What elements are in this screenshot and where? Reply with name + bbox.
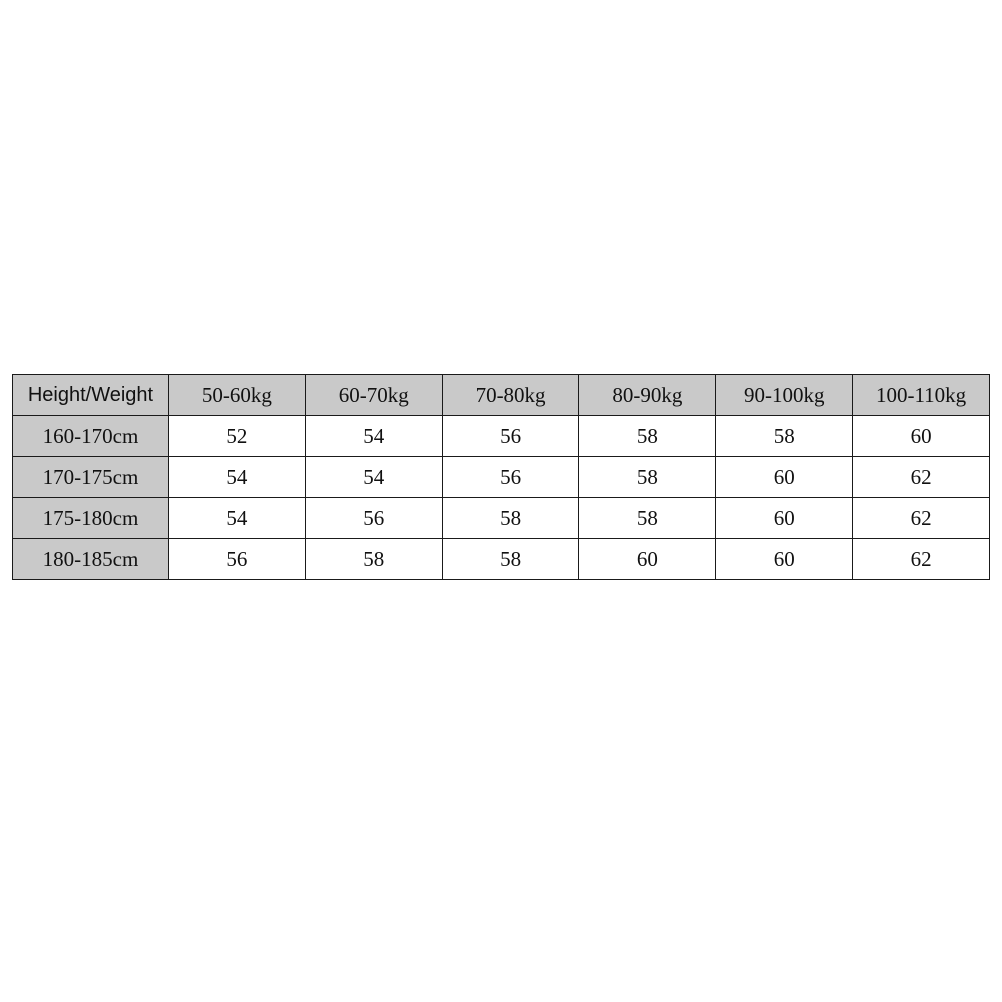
table-cell: 58 bbox=[441, 497, 580, 539]
column-header: 100-110kg bbox=[852, 374, 990, 416]
column-header: 70-80kg bbox=[441, 374, 580, 416]
table-cell: 56 bbox=[304, 497, 443, 539]
column-header: 80-90kg bbox=[578, 374, 717, 416]
table-row: 175-180cm 54 56 58 58 60 62 bbox=[12, 497, 990, 539]
table-cell: 54 bbox=[168, 497, 306, 539]
table-cell: 62 bbox=[852, 538, 990, 580]
row-header: 170-175cm bbox=[12, 456, 169, 498]
corner-header: Height/Weight bbox=[12, 374, 169, 416]
table-cell: 56 bbox=[441, 456, 580, 498]
row-header: 160-170cm bbox=[12, 415, 169, 457]
table-cell: 62 bbox=[852, 497, 990, 539]
column-header: 50-60kg bbox=[168, 374, 306, 416]
table-row: 180-185cm 56 58 58 60 60 62 bbox=[12, 538, 990, 580]
table-cell: 60 bbox=[852, 415, 990, 457]
table-cell: 52 bbox=[168, 415, 306, 457]
table-cell: 54 bbox=[304, 415, 443, 457]
header-row: Height/Weight 50-60kg 60-70kg 70-80kg 80… bbox=[12, 374, 990, 416]
table-row: 160-170cm 52 54 56 58 58 60 bbox=[12, 415, 990, 457]
table-cell: 58 bbox=[578, 415, 717, 457]
table-cell: 62 bbox=[852, 456, 990, 498]
row-header: 175-180cm bbox=[12, 497, 169, 539]
row-header: 180-185cm bbox=[12, 538, 169, 580]
table-cell: 56 bbox=[441, 415, 580, 457]
table-cell: 60 bbox=[715, 538, 854, 580]
table-cell: 56 bbox=[168, 538, 306, 580]
column-header: 90-100kg bbox=[715, 374, 854, 416]
table-cell: 58 bbox=[304, 538, 443, 580]
table-cell: 58 bbox=[715, 415, 854, 457]
table-cell: 54 bbox=[304, 456, 443, 498]
size-chart-table: Height/Weight 50-60kg 60-70kg 70-80kg 80… bbox=[12, 374, 990, 580]
table-cell: 58 bbox=[441, 538, 580, 580]
table-cell: 60 bbox=[578, 538, 717, 580]
table-cell: 58 bbox=[578, 456, 717, 498]
table-cell: 60 bbox=[715, 456, 854, 498]
table-cell: 54 bbox=[168, 456, 306, 498]
table-row: 170-175cm 54 54 56 58 60 62 bbox=[12, 456, 990, 498]
table-cell: 58 bbox=[578, 497, 717, 539]
column-header: 60-70kg bbox=[304, 374, 443, 416]
table-cell: 60 bbox=[715, 497, 854, 539]
